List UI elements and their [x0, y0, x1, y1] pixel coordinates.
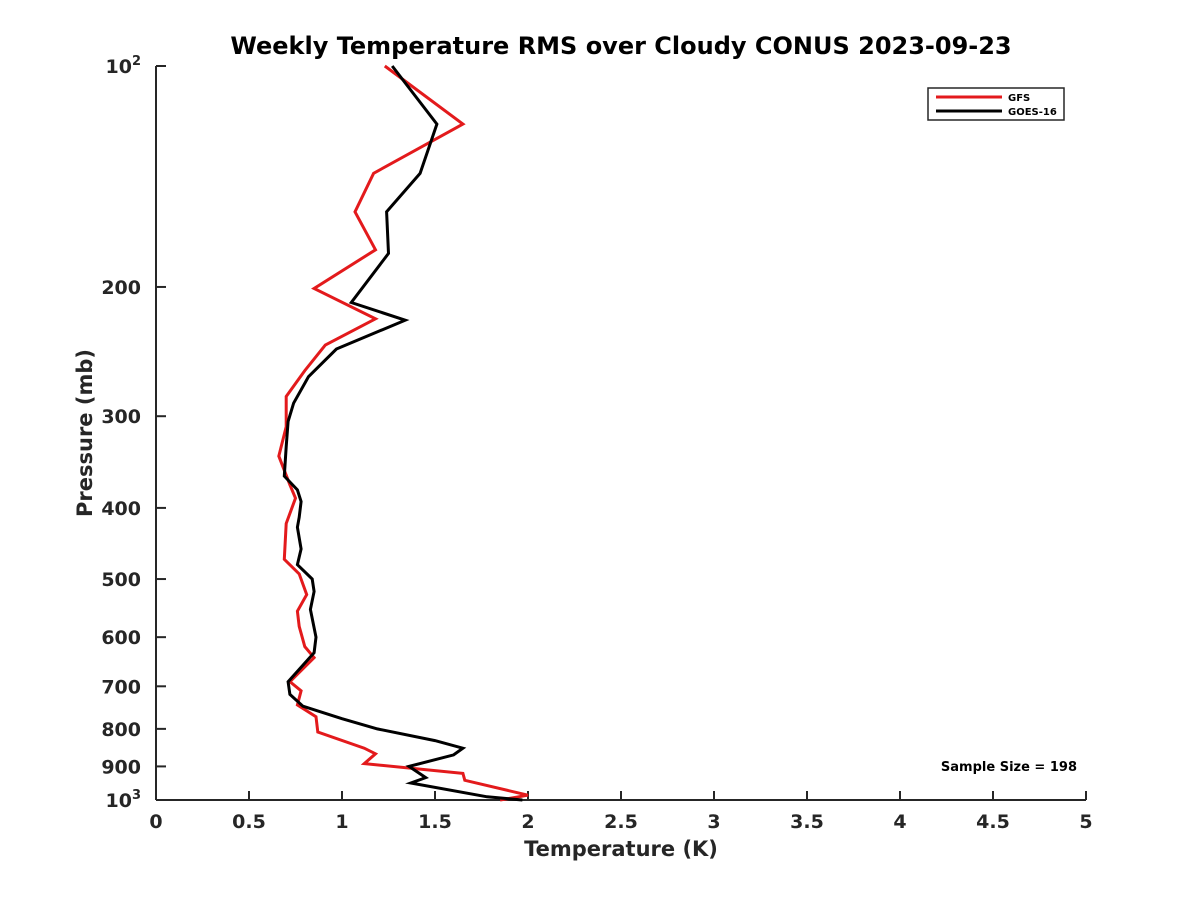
x-tick-label: 2.5: [604, 811, 638, 833]
y-tick-label: 700: [101, 676, 141, 698]
x-tick-label: 1: [335, 811, 348, 833]
x-tick-label: 4.5: [976, 811, 1010, 833]
x-tick-label: 3.5: [790, 811, 824, 833]
y-axis-label: Pressure (mb): [73, 349, 97, 517]
sample-size-annotation: Sample Size = 198: [941, 760, 1077, 775]
legend-label-gfs: GFS: [1008, 93, 1030, 104]
y-tick-label: 600: [101, 627, 141, 649]
y-tick-base: 10: [106, 56, 132, 78]
legend: GFS GOES-16: [927, 87, 1065, 121]
x-tick-label: 2: [521, 811, 534, 833]
x-tick-label: 0: [149, 811, 162, 833]
y-tick-label: 500: [101, 569, 141, 591]
series-line-gfs: [277, 64, 529, 802]
y-tick-label: 102: [106, 54, 142, 78]
y-tick-label: 103: [106, 788, 142, 812]
y-tick-exponent: 2: [132, 54, 141, 69]
legend-box: [927, 87, 1065, 121]
legend-label-goes16: GOES-16: [1008, 107, 1057, 118]
y-tick-exponent: 3: [132, 788, 141, 803]
x-ticks: 0 0.5 1 1.5 2 2.5 3 3.5 4 4.5 5: [149, 791, 1093, 833]
y-tick-base: 10: [106, 790, 132, 812]
y-tick-label: 200: [101, 277, 141, 299]
x-axis-label: Temperature (K): [524, 837, 718, 861]
y-tick-label: 800: [101, 719, 141, 741]
x-tick-label: 1.5: [418, 811, 452, 833]
y-tick-label: 300: [101, 406, 141, 428]
series-line-goes16: [282, 65, 523, 802]
x-tick-label: 0.5: [232, 811, 266, 833]
x-tick-label: 3: [707, 811, 720, 833]
series-group: [277, 64, 529, 802]
y-tick-label: 400: [101, 498, 141, 520]
chart-title: Weekly Temperature RMS over Cloudy CONUS…: [230, 32, 1011, 60]
plot-axes: [155, 66, 1086, 801]
y-tick-label: 900: [101, 756, 141, 778]
x-tick-label: 4: [893, 811, 906, 833]
x-tick-label: 5: [1079, 811, 1092, 833]
